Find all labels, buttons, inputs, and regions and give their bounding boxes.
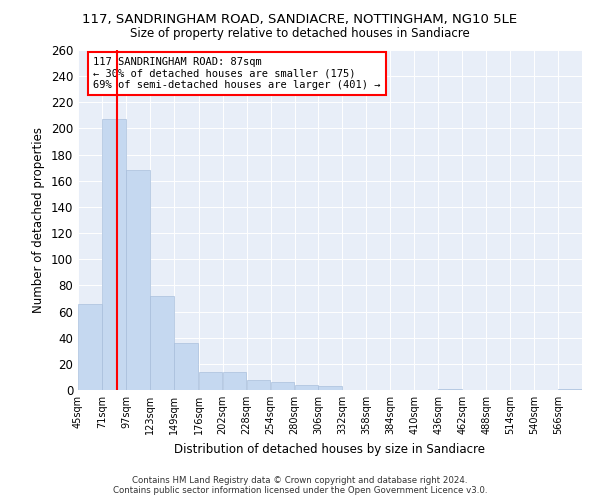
Bar bbox=[223, 372, 247, 390]
Bar bbox=[271, 382, 294, 390]
Bar bbox=[438, 388, 462, 390]
X-axis label: Distribution of detached houses by size in Sandiacre: Distribution of detached houses by size … bbox=[175, 442, 485, 456]
Bar bbox=[150, 296, 173, 390]
Bar bbox=[295, 385, 318, 390]
Bar bbox=[174, 343, 197, 390]
Bar bbox=[247, 380, 270, 390]
Bar bbox=[558, 388, 582, 390]
Bar bbox=[102, 120, 125, 390]
Bar bbox=[78, 304, 101, 390]
Bar bbox=[199, 372, 223, 390]
Bar bbox=[319, 386, 342, 390]
Text: Contains HM Land Registry data © Crown copyright and database right 2024.
Contai: Contains HM Land Registry data © Crown c… bbox=[113, 476, 487, 495]
Text: 117 SANDRINGHAM ROAD: 87sqm
← 30% of detached houses are smaller (175)
69% of se: 117 SANDRINGHAM ROAD: 87sqm ← 30% of det… bbox=[93, 57, 380, 90]
Bar bbox=[126, 170, 149, 390]
Text: Size of property relative to detached houses in Sandiacre: Size of property relative to detached ho… bbox=[130, 28, 470, 40]
Y-axis label: Number of detached properties: Number of detached properties bbox=[32, 127, 45, 313]
Text: 117, SANDRINGHAM ROAD, SANDIACRE, NOTTINGHAM, NG10 5LE: 117, SANDRINGHAM ROAD, SANDIACRE, NOTTIN… bbox=[82, 12, 518, 26]
